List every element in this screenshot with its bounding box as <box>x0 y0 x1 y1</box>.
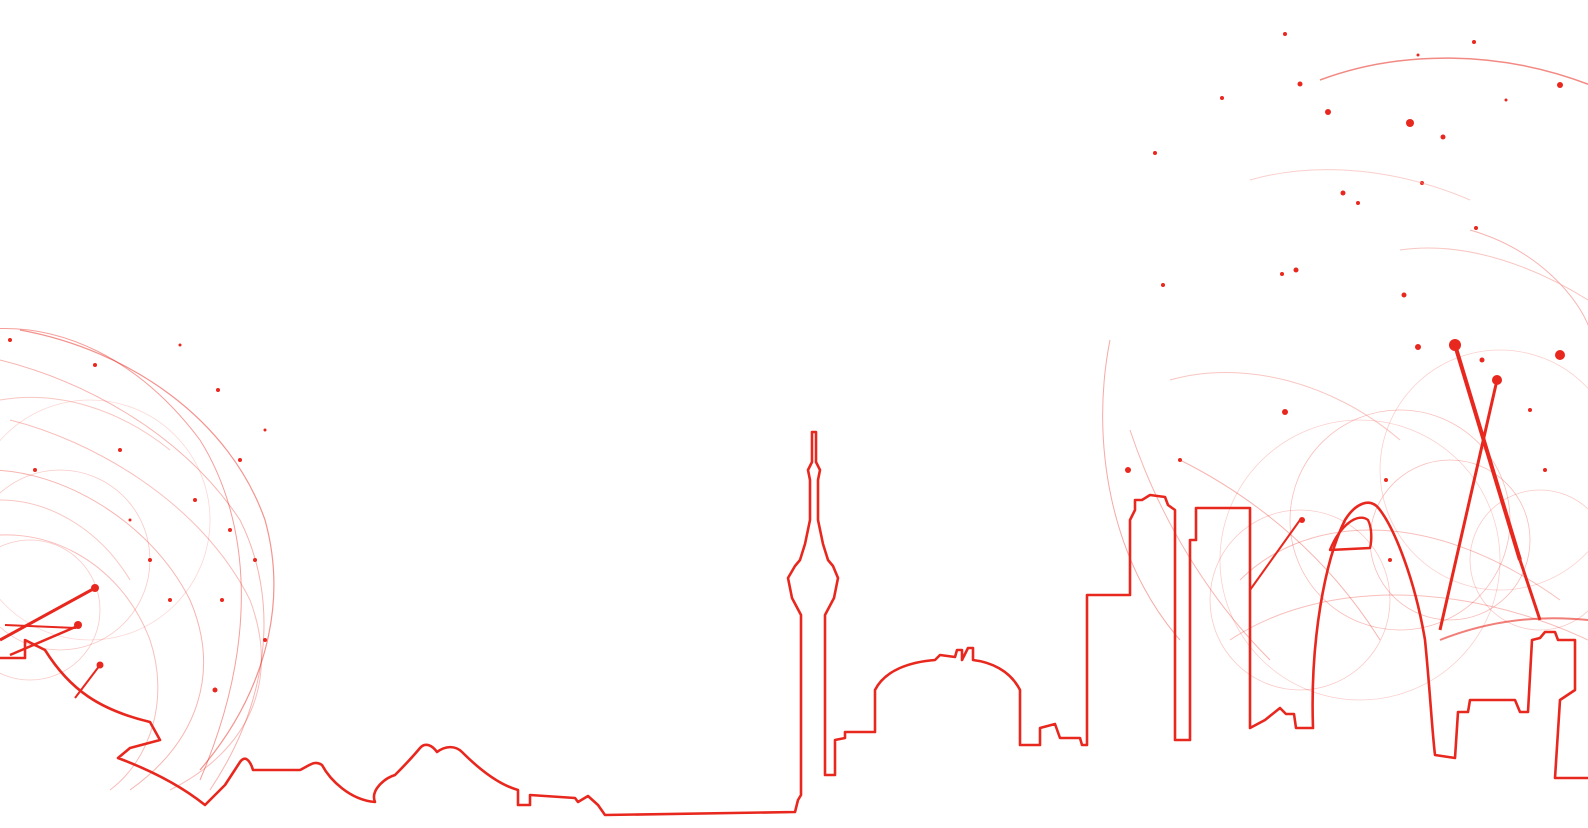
left-network-faint-arcs <box>0 397 171 581</box>
right-network-decoration <box>1102 57 1588 701</box>
arch-inner-outline <box>1328 516 1373 552</box>
right-network-faint-arcs <box>1169 169 1588 441</box>
skyline-outline <box>0 430 1588 817</box>
left-network-dots <box>8 338 267 693</box>
right-network-dots <box>1125 32 1565 562</box>
left-network-decoration <box>0 328 275 791</box>
